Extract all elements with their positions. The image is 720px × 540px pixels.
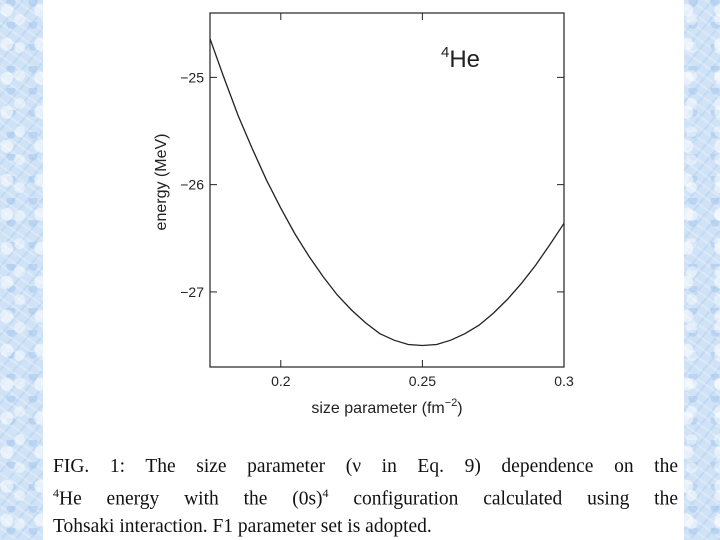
energy-curve <box>209 38 565 347</box>
caption-line-3: Tohsaki interaction. F1 parameter set is… <box>53 515 432 537</box>
plot-frame <box>209 12 565 368</box>
energy-chart: −25 −26 −27 0.2 0.25 0.3 4He size parameter … <box>153 12 574 417</box>
chart-title-text: He <box>449 46 480 73</box>
figure-caption: FIG. 1: The size parameter (ν in Eq. 9) … <box>53 453 678 540</box>
x-tick-label: 0.3 <box>554 373 574 389</box>
y-axis-label: energy (MeV) <box>153 134 170 231</box>
slide-page: −25 −26 −27 0.2 0.25 0.3 4He size parameter … <box>43 0 684 540</box>
x-tick-label: 0.2 <box>271 373 291 389</box>
y-axis: −25 −26 −27 <box>180 69 564 300</box>
x-axis: 0.2 0.25 0.3 <box>271 13 574 389</box>
caption-line-2: 4He energy with the (0s)4 configuration … <box>53 486 678 510</box>
x-tick-label: 0.25 <box>409 373 436 389</box>
y-tick-label: −26 <box>180 177 204 193</box>
caption-line-1: FIG. 1: The size parameter (ν in Eq. 9) … <box>53 456 678 477</box>
chart-title: 4He <box>441 44 480 73</box>
chart-title-superscript: 4 <box>441 44 449 61</box>
y-tick-label: −25 <box>180 69 204 85</box>
y-tick-label: −27 <box>180 284 204 300</box>
x-axis-label: size parameter (fm−2) <box>311 397 462 417</box>
